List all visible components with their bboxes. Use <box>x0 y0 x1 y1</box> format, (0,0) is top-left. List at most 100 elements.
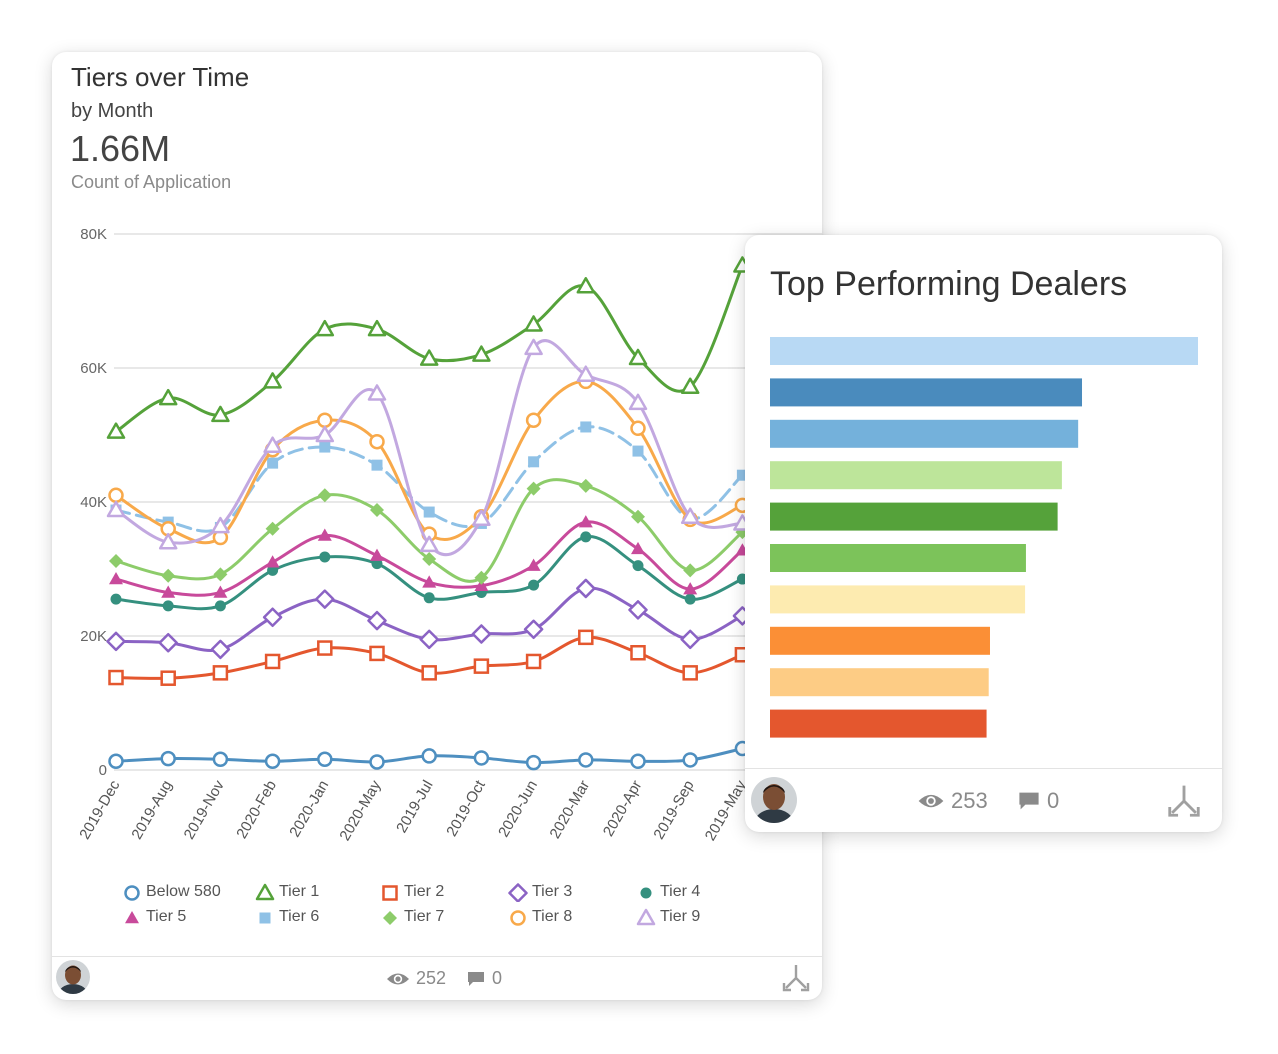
data-point[interactable] <box>474 578 489 591</box>
comment-count[interactable]: 0 <box>466 968 502 989</box>
bar[interactable] <box>770 626 990 655</box>
data-point[interactable] <box>265 521 280 536</box>
legend-item-tier-8[interactable]: Tier 8 <box>508 907 572 927</box>
data-point[interactable] <box>317 751 333 768</box>
data-point[interactable] <box>684 593 696 605</box>
legend-symbol[interactable] <box>255 883 275 901</box>
data-point[interactable] <box>423 592 435 604</box>
data-point[interactable] <box>631 541 645 555</box>
data-point[interactable] <box>473 658 490 674</box>
data-point[interactable] <box>528 579 540 591</box>
data-point[interactable] <box>370 548 384 561</box>
data-point[interactable] <box>628 600 648 620</box>
data-point[interactable] <box>108 753 124 770</box>
data-point[interactable] <box>525 653 542 670</box>
data-point[interactable] <box>369 645 385 662</box>
data-point[interactable] <box>263 436 282 453</box>
data-point[interactable] <box>213 585 228 598</box>
legend-item-tier-9[interactable]: Tier 9 <box>636 907 700 927</box>
data-point[interactable] <box>631 509 645 524</box>
data-point[interactable] <box>110 593 122 605</box>
data-point[interactable] <box>264 653 281 670</box>
data-point[interactable] <box>472 509 491 526</box>
data-point[interactable] <box>423 506 435 518</box>
data-point[interactable] <box>211 516 230 534</box>
data-point[interactable] <box>576 365 596 382</box>
data-point[interactable] <box>367 384 387 401</box>
data-point[interactable] <box>632 560 644 572</box>
legend-item-tier-5[interactable]: Tier 5 <box>122 907 186 927</box>
data-point[interactable] <box>109 572 123 585</box>
data-point[interactable] <box>526 481 541 496</box>
bar[interactable] <box>770 585 1026 614</box>
data-point[interactable] <box>315 425 335 443</box>
data-point[interactable] <box>263 372 282 389</box>
data-point[interactable] <box>680 507 700 524</box>
data-point[interactable] <box>628 393 648 411</box>
data-point[interactable] <box>419 629 439 650</box>
data-point[interactable] <box>317 528 332 541</box>
data-point[interactable] <box>526 558 541 571</box>
bar[interactable] <box>770 544 1026 572</box>
data-point[interactable] <box>106 422 126 439</box>
data-point[interactable] <box>317 412 333 429</box>
data-point[interactable] <box>578 478 593 493</box>
data-point[interactable] <box>628 348 648 366</box>
legend-item-tier-7[interactable]: Tier 7 <box>380 907 444 927</box>
data-point[interactable] <box>161 585 176 598</box>
legend-symbol[interactable] <box>636 908 656 926</box>
data-point[interactable] <box>473 750 490 766</box>
data-point[interactable] <box>682 665 698 681</box>
data-point[interactable] <box>213 567 228 582</box>
data-point[interactable] <box>580 531 592 543</box>
data-point[interactable] <box>682 752 698 768</box>
data-point[interactable] <box>161 568 176 583</box>
data-point[interactable] <box>214 600 226 612</box>
data-point[interactable] <box>576 578 596 599</box>
data-point[interactable] <box>210 639 231 660</box>
data-point[interactable] <box>317 640 333 656</box>
legend-symbol[interactable] <box>125 911 139 924</box>
legend-symbol[interactable] <box>510 910 526 926</box>
data-point[interactable] <box>578 515 593 528</box>
data-point[interactable] <box>317 488 332 503</box>
legend-item-tier-1[interactable]: Tier 1 <box>255 882 319 902</box>
data-point[interactable] <box>632 445 644 457</box>
data-point[interactable] <box>212 665 229 681</box>
data-point[interactable] <box>580 421 592 433</box>
legend-item-tier-4[interactable]: Tier 4 <box>636 882 700 902</box>
data-point[interactable] <box>264 753 281 770</box>
legend-symbol[interactable] <box>124 885 140 901</box>
data-point[interactable] <box>158 388 178 406</box>
data-point[interactable] <box>578 629 594 646</box>
data-point[interactable] <box>108 669 124 686</box>
legend-symbol[interactable] <box>259 912 271 924</box>
data-point[interactable] <box>367 610 387 631</box>
data-point[interactable] <box>162 600 174 612</box>
data-point[interactable] <box>419 349 439 366</box>
data-point[interactable] <box>630 753 646 770</box>
bar[interactable] <box>770 419 1079 448</box>
avatar[interactable] <box>56 960 90 994</box>
data-point[interactable] <box>267 564 279 576</box>
data-point[interactable] <box>421 665 437 681</box>
data-point[interactable] <box>524 338 543 356</box>
data-point[interactable] <box>267 457 279 469</box>
data-point[interactable] <box>367 319 387 337</box>
data-point[interactable] <box>525 412 542 429</box>
comment-count[interactable]: 0 <box>1017 788 1059 814</box>
data-point[interactable] <box>422 575 437 588</box>
bar[interactable] <box>770 709 987 738</box>
data-point[interactable] <box>315 589 335 609</box>
legend-symbol[interactable] <box>508 883 528 902</box>
data-point[interactable] <box>630 645 646 661</box>
data-point[interactable] <box>422 551 437 566</box>
data-point[interactable] <box>158 632 178 653</box>
drill-icon[interactable] <box>780 963 812 993</box>
data-point[interactable] <box>525 754 542 771</box>
legend-item-tier-6[interactable]: Tier 6 <box>255 907 319 927</box>
data-point[interactable] <box>680 629 700 650</box>
data-point[interactable] <box>474 570 489 585</box>
avatar[interactable] <box>751 777 797 823</box>
data-point[interactable] <box>109 553 123 568</box>
